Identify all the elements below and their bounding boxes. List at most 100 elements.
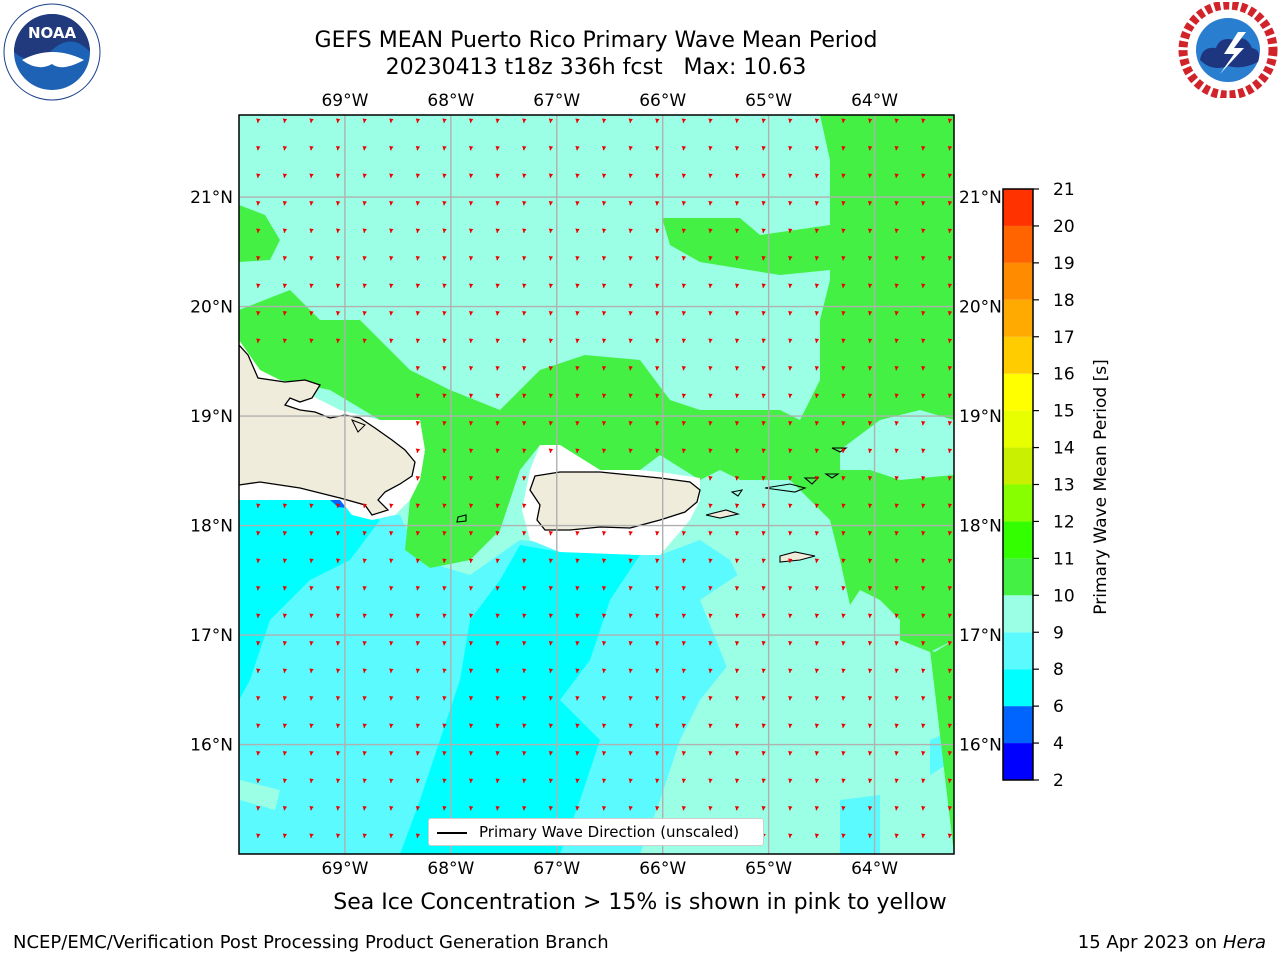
wave-vector (947, 420, 953, 426)
wave-vector (708, 228, 713, 233)
colorbar-tick-label: 16 (1053, 365, 1075, 385)
wave-vector (708, 558, 713, 563)
wave-vector (282, 173, 288, 178)
wave-vector (628, 723, 633, 728)
lat-label-left: 17°N (190, 626, 233, 646)
wave-vector (362, 173, 367, 178)
wave-vector (921, 530, 926, 536)
land-puerto-rico (529, 471, 701, 531)
land-vieques (705, 509, 741, 519)
wave-vector (788, 530, 793, 536)
wave-vector (522, 613, 527, 618)
wave-vector (708, 173, 713, 178)
wave-vector (601, 613, 607, 618)
wave-vector (814, 640, 820, 646)
wave-vector (548, 448, 554, 453)
lat-label-left: 21°N (190, 188, 233, 208)
wave-vector (814, 145, 820, 151)
wave-vector (548, 778, 554, 783)
wave-vector (495, 668, 500, 673)
wave-vector (362, 778, 367, 783)
colorbar-segment (1003, 299, 1033, 337)
wave-vector (734, 778, 740, 783)
wave-vector (734, 173, 740, 178)
wave-vector (468, 420, 474, 426)
wave-vector (256, 668, 261, 673)
wave-vector (309, 200, 314, 206)
wave-vector (256, 530, 261, 536)
wave-vector (548, 255, 554, 261)
wave-vector (256, 695, 261, 701)
wave-vector (415, 503, 421, 508)
wave-vector (761, 503, 766, 508)
wave-vector (282, 118, 288, 123)
wave-vector (282, 833, 288, 838)
wave-vector (575, 228, 580, 233)
wave-vector (309, 695, 314, 701)
wave-vector (681, 723, 687, 728)
wave-vector (628, 338, 633, 343)
wave-vector (575, 778, 580, 783)
wave-vector (389, 118, 394, 123)
wave-vector (681, 365, 687, 371)
wave-vector (256, 255, 261, 261)
lat-label-left: 19°N (190, 407, 233, 427)
wave-vector (362, 668, 367, 673)
wave-vector (655, 448, 660, 453)
wave-vector (522, 173, 527, 178)
colorbar-tick-label: 18 (1053, 291, 1075, 311)
wave-vector (841, 530, 846, 536)
lon-label-top: 66°W (639, 91, 686, 111)
wave-vector (309, 255, 314, 261)
wave-vector (601, 695, 607, 701)
wave-vector (575, 640, 580, 646)
wave-vector (548, 118, 554, 123)
wave-vector (708, 420, 713, 426)
wave-vector (867, 283, 873, 288)
wave-vector (601, 338, 607, 343)
wave-vector (575, 118, 580, 123)
wave-vector (601, 668, 607, 673)
wave-vector (362, 558, 367, 563)
wave-vector (415, 805, 421, 811)
wave-vector (734, 338, 740, 343)
lon-label-bottom: 68°W (427, 859, 474, 879)
lat-label-right: 18°N (959, 517, 1002, 537)
wave-vector (814, 695, 820, 701)
wave-vector (788, 475, 793, 481)
lon-label-top: 65°W (745, 91, 792, 111)
wave-vector (309, 530, 314, 536)
wave-vector (841, 255, 846, 261)
colorbar-tick-label: 15 (1053, 402, 1075, 422)
wave-vector (921, 228, 926, 233)
wave-vector (415, 778, 421, 783)
wave-vector (309, 778, 314, 783)
wave-vector (495, 310, 500, 316)
wave-vector (761, 173, 766, 178)
wave-vector (761, 118, 766, 123)
colorbar-tick-label: 19 (1053, 254, 1075, 274)
wave-vector (734, 310, 740, 316)
wave-vector (841, 173, 846, 178)
wave-vector (921, 475, 926, 481)
wave-vector (841, 668, 846, 673)
wave-vector (894, 365, 899, 371)
wave-vector (894, 145, 899, 151)
wave-vector (921, 805, 926, 811)
wave-vector (442, 723, 447, 728)
wave-vector (814, 723, 820, 728)
wave-vector (761, 338, 766, 343)
wave-vector (761, 750, 766, 756)
chart-title: GEFS MEAN Puerto Rico Primary Wave Mean … (314, 28, 878, 53)
wave-vector (894, 475, 899, 481)
wave-vector (282, 200, 288, 206)
wave-vector (256, 778, 261, 783)
lon-label-bottom: 69°W (321, 859, 368, 879)
wave-vector (628, 750, 633, 756)
wave-vector (708, 365, 713, 371)
period-fill-9-10-se (680, 560, 954, 854)
lon-label-bottom: 66°W (639, 859, 686, 879)
wave-vector (468, 255, 474, 261)
wave-vector (921, 585, 926, 591)
wave-vector (335, 338, 341, 343)
